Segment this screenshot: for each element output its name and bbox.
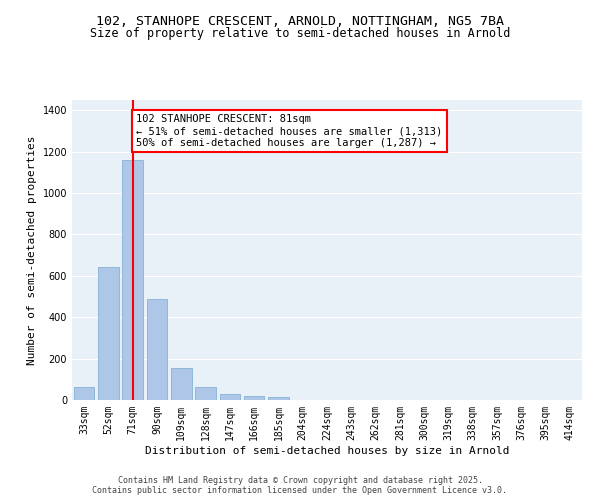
Text: 102, STANHOPE CRESCENT, ARNOLD, NOTTINGHAM, NG5 7BA: 102, STANHOPE CRESCENT, ARNOLD, NOTTINGH… [96, 15, 504, 28]
Bar [220, 394, 240, 400]
Bar [74, 386, 94, 400]
Bar [244, 396, 265, 400]
Bar [146, 298, 167, 400]
Bar [122, 160, 143, 400]
Bar [268, 398, 289, 400]
Bar [98, 266, 119, 400]
Bar [195, 386, 216, 400]
X-axis label: Distribution of semi-detached houses by size in Arnold: Distribution of semi-detached houses by … [145, 446, 509, 456]
Text: Size of property relative to semi-detached houses in Arnold: Size of property relative to semi-detach… [90, 28, 510, 40]
Bar [171, 368, 191, 400]
Text: 102 STANHOPE CRESCENT: 81sqm
← 51% of semi-detached houses are smaller (1,313)
5: 102 STANHOPE CRESCENT: 81sqm ← 51% of se… [136, 114, 443, 148]
Y-axis label: Number of semi-detached properties: Number of semi-detached properties [27, 135, 37, 365]
Text: Contains HM Land Registry data © Crown copyright and database right 2025.
Contai: Contains HM Land Registry data © Crown c… [92, 476, 508, 495]
